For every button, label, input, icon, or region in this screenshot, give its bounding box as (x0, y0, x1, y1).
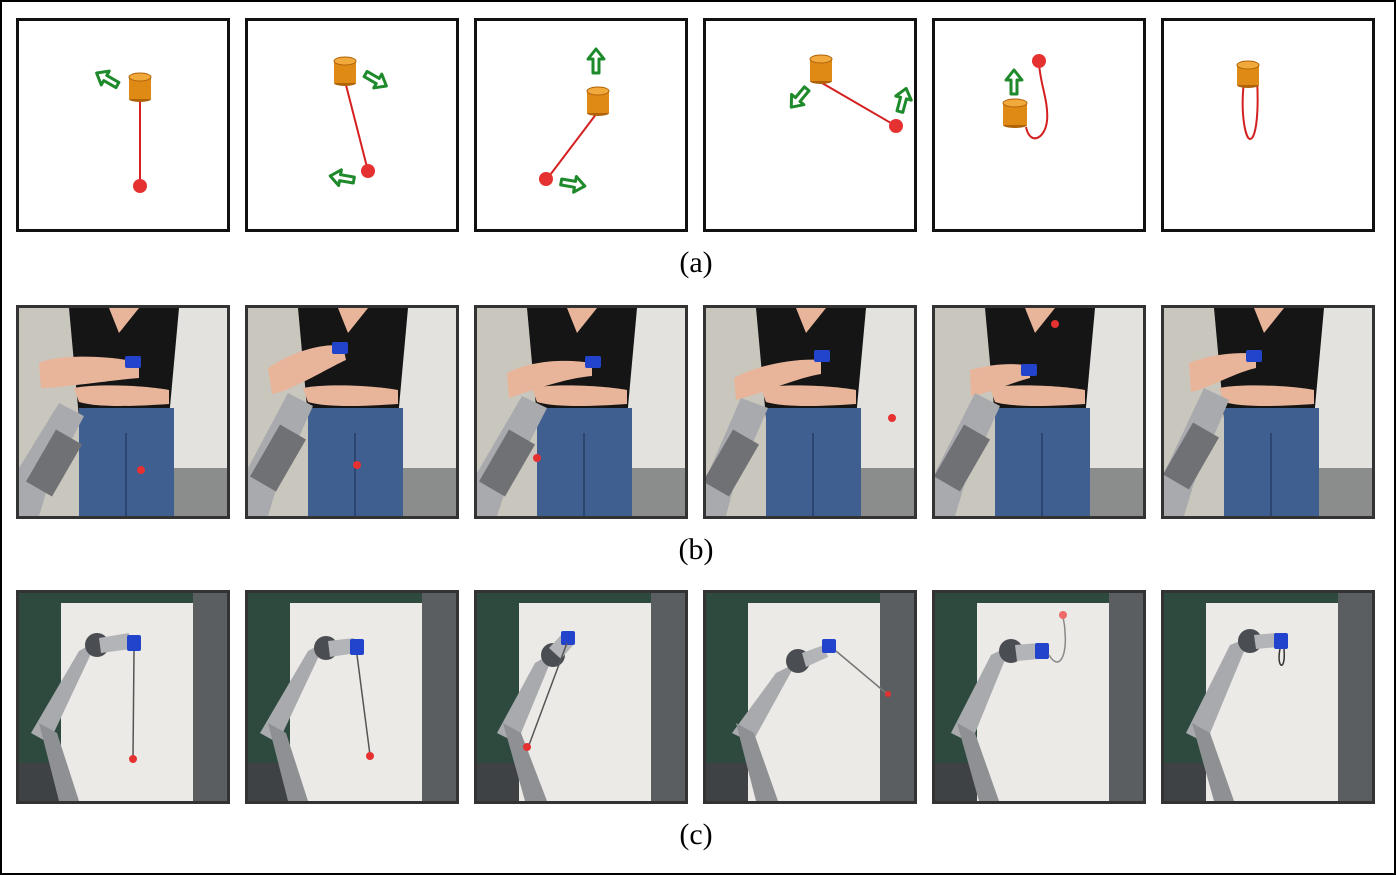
cup-icon (809, 54, 833, 84)
ball-icon (1032, 54, 1046, 68)
caption-c: (c) (679, 818, 713, 851)
hollow-arrow-icon (559, 174, 587, 194)
sim-frame-5 (932, 18, 1146, 232)
string (1241, 65, 1259, 141)
cup-icon (333, 56, 357, 86)
robot-photo-1 (16, 590, 230, 804)
hollow-arrow-icon (95, 69, 121, 90)
robot-row (16, 590, 1378, 804)
ball-icon (361, 164, 375, 178)
sim-frame-3 (474, 18, 688, 232)
sim-frame-2 (245, 18, 459, 232)
cup-icon (1236, 60, 1260, 88)
simulation-row (16, 18, 1378, 232)
ball-icon (889, 119, 903, 133)
demo-photo-2 (245, 305, 459, 519)
caption-a: (a) (679, 246, 713, 279)
sim-frame-1 (16, 18, 230, 232)
string (345, 84, 369, 172)
hollow-arrow-icon (362, 69, 388, 90)
robot-photo-5 (932, 590, 1146, 804)
cup-icon (586, 86, 610, 116)
cup-icon (128, 72, 152, 102)
hollow-arrow-icon (1004, 68, 1024, 96)
robot-photo-4 (703, 590, 917, 804)
caption-b: (b) (678, 533, 714, 566)
hollow-arrow-icon (328, 168, 356, 188)
string (821, 82, 897, 127)
ball-icon (133, 179, 147, 193)
ball-icon (539, 172, 553, 186)
demo-photo-4 (703, 305, 917, 519)
sim-frame-6 (1161, 18, 1375, 232)
hollow-arrow-icon (586, 47, 606, 75)
cup-icon (1002, 98, 1028, 128)
string (1025, 60, 1049, 140)
sim-frame-4 (703, 18, 917, 232)
demo-photo-5 (932, 305, 1146, 519)
robot-photo-2 (245, 590, 459, 804)
string (546, 112, 598, 180)
demo-photo-1 (16, 305, 230, 519)
robot-photo-3 (474, 590, 688, 804)
demo-photo-3 (474, 305, 688, 519)
demo-photo-6 (1161, 305, 1375, 519)
robot-photo-6 (1161, 590, 1375, 804)
demonstration-row (16, 305, 1378, 519)
hollow-arrow-icon (789, 85, 811, 109)
hollow-arrow-icon (894, 86, 913, 114)
